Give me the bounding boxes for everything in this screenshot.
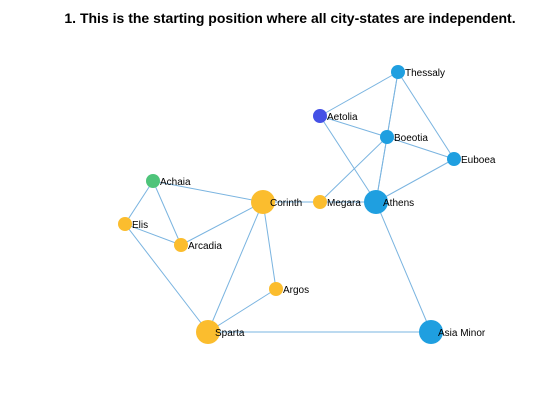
node-label-euboea: Euboea	[461, 155, 496, 166]
node-label-arcadia: Arcadia	[188, 241, 222, 252]
edge-achaia-corinth	[152, 180, 264, 203]
node-label-argos: Argos	[283, 285, 309, 296]
edge-elis-arcadia	[124, 223, 182, 246]
node-asia-minor	[419, 320, 443, 344]
node-label-elis: Elis	[132, 220, 148, 231]
edge-corinth-sparta	[207, 201, 264, 333]
edge-elis-sparta	[124, 223, 209, 333]
label-layer: Thessaly Aetolia Boeotia Euboea Achaia Corint…	[132, 68, 496, 339]
node-arcadia	[174, 238, 188, 252]
node-megara	[313, 195, 327, 209]
node-label-sparta: Sparta	[215, 328, 245, 339]
node-layer	[118, 65, 461, 344]
edge-athens-asia-minor	[375, 201, 432, 333]
edge-achaia-arcadia	[152, 180, 182, 246]
edge-thessaly-aetolia	[319, 71, 399, 117]
node-label-achaia: Achaia	[160, 177, 191, 188]
node-sparta	[196, 320, 220, 344]
node-euboea	[447, 152, 461, 166]
node-athens	[364, 190, 388, 214]
node-achaia	[146, 174, 160, 188]
node-label-asia-minor: Asia Minor	[438, 328, 486, 339]
node-label-megara: Megara	[327, 198, 361, 209]
node-corinth	[251, 190, 275, 214]
edge-corinth-argos	[262, 201, 277, 290]
node-elis	[118, 217, 132, 231]
figure-title: 1. This is the starting position where a…	[64, 10, 516, 26]
edge-boeotia-megara	[319, 136, 388, 203]
edge-euboea-athens	[375, 158, 455, 203]
node-label-corinth: Corinth	[270, 198, 302, 209]
node-label-aetolia: Aetolia	[327, 112, 358, 123]
node-argos	[269, 282, 283, 296]
node-label-athens: Athens	[383, 198, 414, 209]
node-aetolia	[313, 109, 327, 123]
edge-aetolia-athens	[319, 115, 377, 203]
edge-thessaly-euboea	[397, 71, 455, 160]
node-label-thessaly: Thessaly	[405, 68, 445, 79]
edge-corinth-arcadia	[180, 201, 264, 246]
edge-argos-sparta	[207, 288, 277, 333]
node-boeotia	[380, 130, 394, 144]
edge-boeotia-euboea	[386, 136, 455, 160]
edge-aetolia-boeotia	[319, 115, 388, 138]
edge-achaia-elis	[124, 180, 154, 225]
node-label-boeotia: Boeotia	[394, 133, 428, 144]
node-thessaly	[391, 65, 405, 79]
